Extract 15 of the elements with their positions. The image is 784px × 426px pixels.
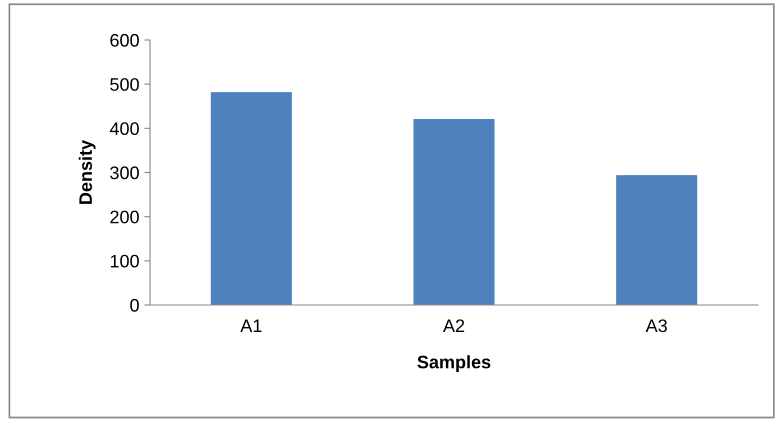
y-tick-label: 400 bbox=[110, 122, 139, 136]
y-tick-label: 300 bbox=[110, 166, 139, 180]
y-tick-label: 200 bbox=[110, 210, 139, 224]
x-axis-title: Samples bbox=[417, 355, 490, 372]
y-tick-label: 0 bbox=[130, 298, 139, 312]
y-axis-title: Density bbox=[78, 140, 96, 204]
x-tick-label: A2 bbox=[442, 319, 464, 332]
y-tick-label: 600 bbox=[110, 34, 139, 47]
bar bbox=[413, 119, 495, 305]
x-tick-label: A3 bbox=[646, 319, 667, 332]
bar bbox=[210, 92, 292, 305]
x-tick-label: A1 bbox=[240, 320, 262, 332]
y-tick-label: 500 bbox=[110, 78, 139, 91]
y-tick-label: 100 bbox=[110, 254, 139, 268]
bar bbox=[616, 175, 698, 305]
